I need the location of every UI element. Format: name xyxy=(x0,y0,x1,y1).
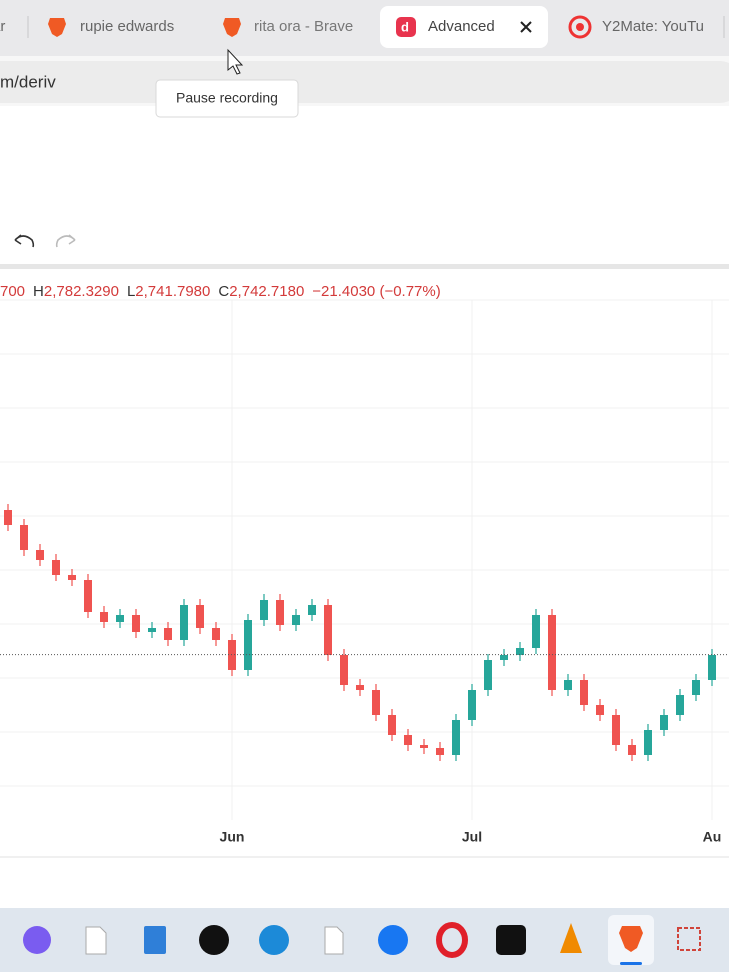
active-tab[interactable] xyxy=(380,6,548,48)
undo-button[interactable] xyxy=(14,234,35,248)
tab-title[interactable]: Y2Mate: YouTu xyxy=(602,18,704,35)
x-tick-label: Jun xyxy=(220,829,245,845)
candle-body xyxy=(180,605,188,640)
candle-body xyxy=(308,605,316,615)
tab-title[interactable]: ar xyxy=(0,18,5,35)
candle-body xyxy=(132,615,140,632)
candle-body xyxy=(676,695,684,715)
candle-body xyxy=(4,510,12,525)
tiktok-icon[interactable] xyxy=(199,925,229,955)
candle-body xyxy=(644,730,652,755)
favicon-glyph: d xyxy=(401,19,409,34)
candle-body xyxy=(116,615,124,622)
stocks-icon[interactable] xyxy=(496,925,526,955)
candle-body xyxy=(596,705,604,715)
legend-open: 700 xyxy=(0,283,25,300)
candle-body xyxy=(548,615,556,690)
taskbar xyxy=(0,908,729,972)
candle-body xyxy=(100,612,108,622)
tab-favicon xyxy=(396,17,416,37)
tab-close[interactable] xyxy=(520,21,532,33)
address-text[interactable]: m/deriv xyxy=(0,72,56,91)
legend-label: C xyxy=(218,283,229,300)
candle-body xyxy=(660,715,668,730)
mouse-cursor xyxy=(227,48,244,75)
x-tick-label: Jul xyxy=(462,829,482,845)
candle-body xyxy=(516,648,524,655)
candle-body xyxy=(404,735,412,745)
file-icon[interactable] xyxy=(85,926,107,955)
legend-high: 2,782.3290 xyxy=(44,283,119,300)
tab-favicon xyxy=(568,15,592,39)
candle-body xyxy=(20,525,28,550)
panel-separator xyxy=(0,264,729,269)
file-icon[interactable] xyxy=(324,926,344,955)
candle-body xyxy=(484,660,492,690)
candle-body xyxy=(244,620,252,670)
candle-body xyxy=(468,690,476,720)
candle-body xyxy=(372,690,380,715)
vlc-icon[interactable] xyxy=(560,923,582,953)
snipping-icon[interactable] xyxy=(677,927,701,951)
taskbar-icons xyxy=(23,915,701,965)
candle-body xyxy=(36,550,44,560)
candle-body xyxy=(388,715,396,735)
notepad-icon[interactable] xyxy=(144,926,166,954)
tab-bar xyxy=(0,0,729,56)
candle-body xyxy=(532,615,540,648)
candle-body xyxy=(420,745,428,748)
x-tick-label: Au xyxy=(703,829,722,845)
candle-body xyxy=(580,680,588,705)
legend-label: H xyxy=(33,283,44,300)
candle-body xyxy=(324,605,332,655)
candle-body xyxy=(340,655,348,685)
candle-body xyxy=(68,575,76,580)
ohlc-legend: 700 H2,782.3290 L2,741.7980 C2,742.7180 −21.… xyxy=(0,283,441,300)
copilot-icon[interactable] xyxy=(23,926,51,954)
tab-title[interactable]: rita ora - Brave xyxy=(254,18,353,35)
tooltip xyxy=(155,79,299,118)
legend-change: −21.4030 (−0.77%) xyxy=(312,283,440,300)
active-indicator xyxy=(620,962,642,965)
candle-body xyxy=(436,748,444,755)
candle-body xyxy=(500,655,508,660)
candle-body xyxy=(164,628,172,640)
candle-body xyxy=(708,655,716,680)
candle-body xyxy=(628,745,636,755)
redo-button[interactable] xyxy=(55,234,76,248)
candle-body xyxy=(292,615,300,625)
candle-body xyxy=(52,560,60,575)
candle-body xyxy=(564,680,572,690)
tab-favicon xyxy=(576,23,584,31)
candle-body xyxy=(692,680,700,695)
candle-body xyxy=(196,605,204,628)
legend-label: L xyxy=(127,283,135,300)
candle-body xyxy=(148,628,156,632)
tab-favicon xyxy=(223,18,241,37)
candle-body xyxy=(212,628,220,640)
candle-body xyxy=(276,600,284,625)
candle-body xyxy=(452,720,460,755)
candle-body xyxy=(84,580,92,612)
edge-icon[interactable] xyxy=(259,925,289,955)
tab-title[interactable]: Advanced xyxy=(428,18,495,35)
candle-body xyxy=(356,685,364,690)
tab-title[interactable]: rupie edwards xyxy=(80,18,174,35)
opera-icon[interactable] xyxy=(436,922,468,958)
legend-close: 2,742.7180 xyxy=(229,283,304,300)
legend-low: 2,741.7980 xyxy=(135,283,210,300)
candle-body xyxy=(260,600,268,620)
tooltip-text: Pause recording xyxy=(176,90,278,106)
facebook-icon[interactable] xyxy=(378,925,408,955)
candle-body xyxy=(612,715,620,745)
address-bar[interactable] xyxy=(0,61,729,103)
tab-favicon xyxy=(48,18,66,37)
brave-icon[interactable] xyxy=(619,926,643,952)
